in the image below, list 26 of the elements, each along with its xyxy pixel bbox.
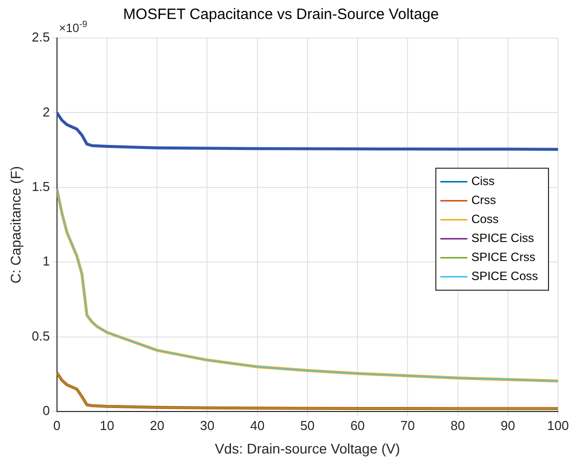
legend-label: Coss	[471, 212, 499, 226]
x-tick-label: 10	[100, 418, 114, 433]
legend-label: Crss	[471, 193, 496, 208]
legend-label: SPICE Coss	[471, 269, 538, 284]
legend-label: SPICE Crss	[471, 250, 536, 264]
chart-title: MOSFET Capacitance vs Drain-Source Voltage	[123, 6, 439, 24]
x-tick-label: 50	[300, 418, 315, 433]
x-tick-label: 30	[200, 418, 214, 433]
x-axis-title: Vds: Drain-source Voltage (V)	[214, 440, 400, 456]
x-tick-label: 90	[500, 418, 516, 433]
y-tick-label: 1.5	[32, 179, 50, 194]
x-tick-label: 80	[450, 418, 466, 433]
x-tick-label: 60	[350, 418, 365, 433]
x-tick-label: 0	[53, 418, 60, 433]
x-tick-label: 20	[150, 418, 164, 433]
legend-label: Ciss	[471, 174, 495, 188]
y-tick-label: 0.5	[32, 328, 50, 344]
x-tick-label: 40	[250, 418, 265, 433]
y-tick-label: 2.5	[32, 30, 50, 45]
y-tick-label: 0	[42, 403, 50, 418]
legend-label: SPICE Ciss	[471, 231, 534, 246]
x-tick-label: 100	[547, 418, 569, 433]
y-axis-title: C: Capacitance (F)	[7, 166, 24, 284]
y-tick-label: 1	[42, 254, 50, 269]
x-tick-label: 70	[400, 418, 415, 433]
y-tick-label: 2	[42, 104, 50, 120]
